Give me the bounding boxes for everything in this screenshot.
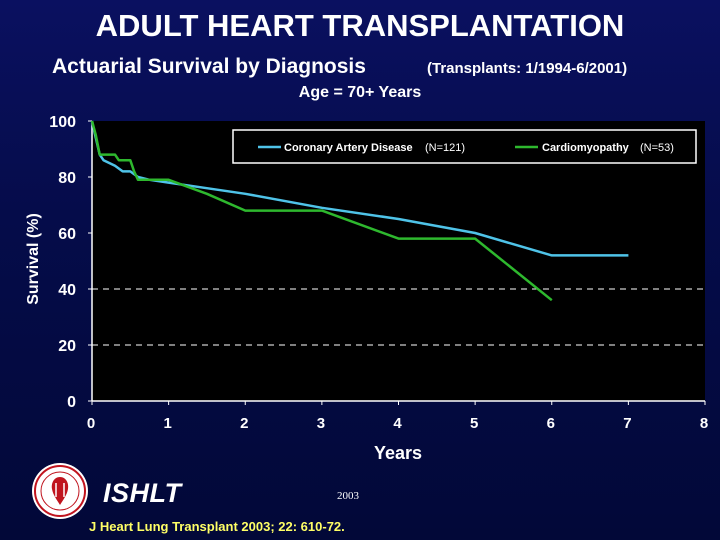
- org-name: ISHLT: [103, 478, 182, 508]
- subtitle-row: Actuarial Survival by Diagnosis (Transpl…: [0, 55, 720, 85]
- y-tick-label: 60: [58, 226, 76, 243]
- x-tick-label: 1: [163, 415, 171, 432]
- x-tick-label: 2: [240, 415, 248, 432]
- x-tick-label: 3: [317, 415, 325, 432]
- y-tick-label: 40: [58, 282, 76, 299]
- x-tick-label: 5: [470, 415, 478, 432]
- age-group-label: Age = 70+ Years: [298, 84, 422, 101]
- legend-box: [232, 129, 697, 164]
- page-title: ADULT HEART TRANSPLANTATION: [95, 8, 625, 43]
- transplant-date-range: (Transplants: 1/1994-6/2001): [427, 60, 628, 77]
- x-tick-label: 0: [87, 415, 95, 432]
- y-axis-label: Survival (%): [25, 213, 42, 305]
- y-tick-label: 0: [67, 394, 76, 411]
- plot-area: [92, 121, 705, 401]
- publication-year: 2003: [337, 490, 359, 502]
- x-tick-label: 7: [623, 415, 631, 432]
- x-tick-label: 8: [700, 415, 708, 432]
- y-tick-label: 100: [49, 114, 76, 131]
- x-tick-label: 4: [393, 415, 402, 432]
- legend-n-cardiomyopathy: (N=53): [640, 142, 674, 154]
- x-tick-label: 6: [547, 415, 555, 432]
- chart-subtitle: Actuarial Survival by Diagnosis: [52, 55, 366, 78]
- x-axis-label: Years: [374, 443, 422, 463]
- legend-label-coronary-artery-disease: Coronary Artery Disease: [284, 142, 413, 154]
- legend-label-cardiomyopathy: Cardiomyopathy: [542, 142, 630, 154]
- citation: J Heart Lung Transplant 2003; 22: 610-72…: [89, 519, 345, 534]
- ishlt-seal-icon: [32, 463, 88, 519]
- legend-n-coronary-artery-disease: (N=121): [425, 142, 465, 154]
- series-line-coronary-artery-disease: [90, 120, 629, 257]
- y-tick-label: 80: [58, 170, 76, 187]
- series-line-cardiomyopathy: [90, 120, 553, 302]
- y-tick-label: 20: [58, 338, 76, 355]
